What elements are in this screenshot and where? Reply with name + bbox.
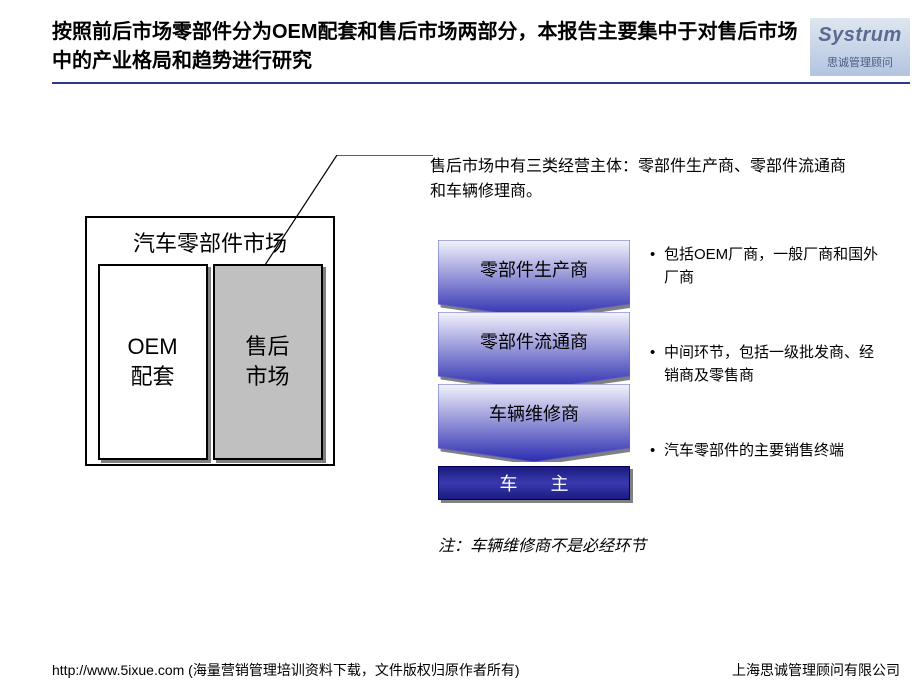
footer-right: 上海思诚管理顾问有限公司 — [732, 660, 900, 680]
owner-box: 车 主 — [438, 466, 630, 500]
logo-sub: 思诚管理顾问 — [810, 54, 910, 70]
footnote: 注：车辆维修商不是必经环节 — [438, 532, 646, 556]
chevron-stack: 零部件生产商 零部件流通商 — [438, 240, 630, 500]
bullet-1: 中间环节，包括一级批发商、经销商及零售商 — [650, 342, 880, 402]
aftermarket-label: 售后市场 — [245, 332, 289, 391]
bullet-2: 汽车零部件的主要销售终端 — [650, 440, 880, 500]
footer-left: http://www.5ixue.com (海量营销管理培训资料下载，文件版权归… — [52, 660, 520, 680]
market-columns: OEM配套 售后市场 — [87, 264, 333, 460]
market-box-title: 汽车零部件市场 — [87, 218, 333, 264]
title-rule — [52, 82, 910, 84]
chevron-label: 零部件生产商 — [438, 256, 630, 282]
chevron-1: 零部件流通商 — [438, 312, 630, 390]
right-heading: 售后市场中有三类经营主体：零部件生产商、零部件流通商和车辆修理商。 — [430, 155, 850, 205]
oem-label: OEM配套 — [127, 332, 177, 391]
chevron-label: 零部件流通商 — [438, 328, 630, 354]
oem-box: OEM配套 — [98, 264, 208, 460]
logo: Systrum 思诚管理顾问 — [810, 18, 910, 76]
bullet-list: 包括OEM厂商，一般厂商和国外厂商中间环节，包括一级批发商、经销商及零售商汽车零… — [650, 240, 880, 538]
aftermarket-box: 售后市场 — [213, 264, 323, 460]
bullet-0: 包括OEM厂商，一般厂商和国外厂商 — [650, 244, 880, 304]
header-row: 按照前后市场零部件分为OEM配套和售后市场两部分，本报告主要集中于对售后市场中的… — [0, 0, 920, 76]
chevron-2: 车辆维修商 — [438, 384, 630, 462]
diagram-stage: 汽车零部件市场 OEM配套 售后市场 售后市场中有三类经营主体：零部件生产商、零… — [0, 100, 920, 650]
slide-title: 按照前后市场零部件分为OEM配套和售后市场两部分，本报告主要集中于对售后市场中的… — [52, 18, 810, 76]
chevron-label: 车辆维修商 — [438, 400, 630, 426]
market-box: 汽车零部件市场 OEM配套 售后市场 — [85, 216, 335, 466]
logo-main: Systrum — [810, 24, 910, 47]
footer: http://www.5ixue.com (海量营销管理培训资料下载，文件版权归… — [52, 660, 900, 680]
chevron-0: 零部件生产商 — [438, 240, 630, 318]
